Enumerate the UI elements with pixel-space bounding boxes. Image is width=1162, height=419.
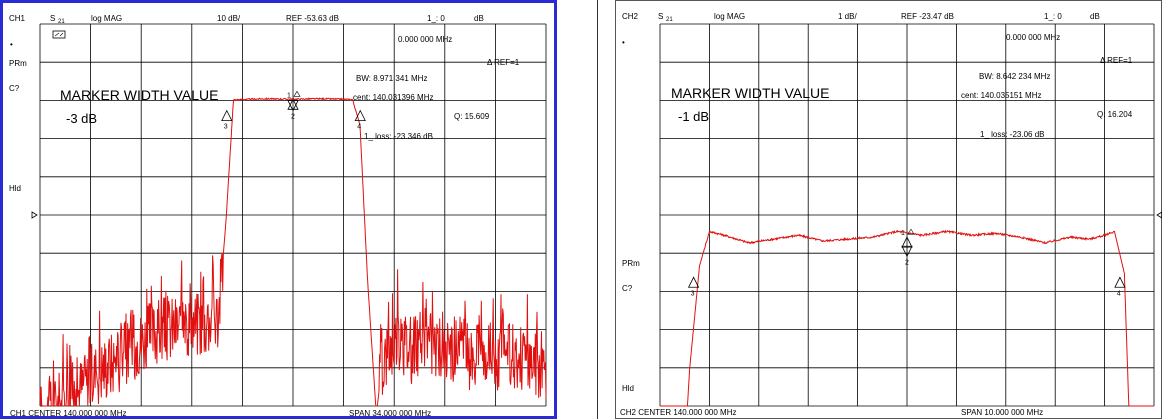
ch2-delta-marker-icon xyxy=(907,228,915,235)
ch1-bw: BW: 8.971 341 MHz xyxy=(356,74,428,83)
ch1-format-label: log MAG xyxy=(91,14,123,23)
ch2-marker-head: 1_: 0 xyxy=(1044,12,1062,21)
ch2-marker-4-icon xyxy=(1114,276,1126,288)
ch2-q: Q: 16.204 xyxy=(1097,110,1133,119)
ch1-mww-value: -3 dB xyxy=(66,111,98,126)
ch2-marker-3-icon xyxy=(687,276,700,288)
ch1-left-prm: PRm xyxy=(9,59,27,68)
ch1-mww-title: MARKER WIDTH VALUE xyxy=(60,87,219,103)
ch1-ref-arrow-icon xyxy=(31,211,38,219)
ch2-marker-unit: dB xyxy=(1090,12,1100,21)
ch1-panel: CH1 S 21 log MAG 10 dB/ REF -53.63 dB 1_… xyxy=(0,0,557,419)
ch2-mww-title: MARKER WIDTH VALUE xyxy=(671,85,830,101)
ch2-left-dot: • xyxy=(622,38,625,47)
ch1-loss: 1_ loss: -23.346 dB xyxy=(364,132,433,141)
ch2-left-hld: Hld xyxy=(622,384,635,393)
ch2-center-label: CH2 CENTER 140.000 000 MHz xyxy=(620,408,737,417)
ch2-panel: CH2 S 21 log MAG 1 dB/ REF -23.47 dB 1_:… xyxy=(615,0,1162,419)
ch1-ref-label: REF -53.63 dB xyxy=(286,14,339,23)
panel-gap xyxy=(557,0,615,419)
ch1-freq-readout: 0.000 000 MHz xyxy=(398,35,453,44)
ch1-marker-2-icon xyxy=(287,100,299,112)
ch2-marker-4-label: 4 xyxy=(1117,290,1121,297)
ch1-box-icon xyxy=(52,30,66,39)
ch2-span-label: SPAN 10.000 000 MHz xyxy=(961,408,1044,417)
ch2-marker-2-label: 2 xyxy=(905,259,909,266)
ch2-param-sub: 21 xyxy=(666,17,673,23)
ch1-marker-3-icon xyxy=(221,109,233,121)
ch2-marker-2-icon xyxy=(901,245,913,258)
ch1-span-label: SPAN 34.000 000 MHz xyxy=(349,409,432,418)
ch1-marker-3-label: 3 xyxy=(224,124,228,131)
ch1-q: Q: 15.609 xyxy=(454,112,490,121)
ch2-marker-3-label: 3 xyxy=(691,290,695,297)
ch2-loss: 1_ loss: -23.06 dB xyxy=(980,130,1045,139)
ch1-left-c: C? xyxy=(9,84,20,93)
ch2-marker-1-icon xyxy=(901,236,913,248)
ch2-delta-ref: Δ REF=1 xyxy=(1100,56,1133,65)
ch2-scale-label: 1 dB/ xyxy=(838,12,857,21)
ch2-param-label: S xyxy=(658,12,664,21)
ch1-delta-marker-icon xyxy=(293,90,301,97)
ch2-left-c: C? xyxy=(622,284,633,293)
ch1-box-glyph xyxy=(54,32,64,37)
ch1-scale-label: 10 dB/ xyxy=(217,14,241,23)
ch1-channel-label: CH1 xyxy=(9,14,26,23)
ch1-left-dot: • xyxy=(10,40,13,49)
ch2-ref-arrow-icon xyxy=(1156,211,1162,219)
ch2-trace-line xyxy=(660,229,1154,407)
ch1-center-label: CH1 CENTER 140.000 000 MHz xyxy=(10,409,127,418)
ch1-marker-4-label: 4 xyxy=(357,124,361,131)
ch1-param-sub: 21 xyxy=(58,19,65,25)
ch1-marker-head: 1_: 0 xyxy=(427,14,445,23)
ch2-left-prm: PRm xyxy=(622,259,640,268)
ch2-freq-readout: 0.000 000 MHz xyxy=(1006,33,1061,42)
ch2-mww-value: -1 dB xyxy=(678,109,710,124)
ch1-marker-2-label: 2 xyxy=(291,114,295,121)
ch2-marker-1-label: 1 xyxy=(901,230,905,237)
ch1-cent: cent: 140.031396 MHz xyxy=(353,93,434,102)
ch1-marker-4-icon xyxy=(354,109,366,121)
ch1-marker-unit: dB xyxy=(474,14,484,23)
ch2-channel-label: CH2 xyxy=(622,12,639,21)
divider-line xyxy=(597,0,598,419)
ch1-marker-1-label: 1 xyxy=(287,92,291,99)
ch2-format-label: log MAG xyxy=(714,12,746,21)
ch1-left-hld: Hld xyxy=(9,184,22,193)
ch1-marker-1-icon xyxy=(287,98,299,110)
ch2-ref-label: REF -23.47 dB xyxy=(901,12,954,21)
ch2-bw: BW: 8.642 234 MHz xyxy=(979,72,1051,81)
ch1-param-label: S xyxy=(50,14,56,23)
ch2-cent: cent: 140.035151 MHz xyxy=(961,91,1042,100)
